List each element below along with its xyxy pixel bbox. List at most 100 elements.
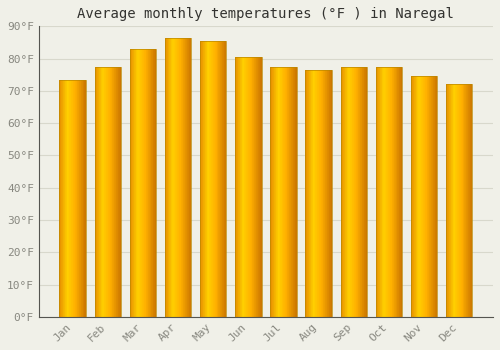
Bar: [243, 57, 244, 317]
Bar: [72, 80, 74, 317]
Bar: [254, 57, 255, 317]
Bar: [257, 57, 258, 317]
Bar: [454, 84, 456, 317]
Bar: [446, 84, 448, 317]
Bar: [276, 66, 277, 317]
Bar: [130, 49, 131, 317]
Bar: [96, 66, 97, 317]
Bar: [221, 41, 222, 317]
Bar: [143, 49, 144, 317]
Bar: [392, 66, 393, 317]
Bar: [259, 57, 260, 317]
Bar: [186, 37, 188, 317]
Bar: [210, 41, 211, 317]
Bar: [134, 49, 135, 317]
Bar: [80, 80, 81, 317]
Bar: [60, 80, 86, 317]
Bar: [108, 66, 109, 317]
Bar: [273, 66, 274, 317]
Bar: [241, 57, 242, 317]
Bar: [288, 66, 289, 317]
Bar: [248, 57, 249, 317]
Bar: [428, 76, 430, 317]
Bar: [360, 66, 361, 317]
Bar: [418, 76, 419, 317]
Bar: [284, 66, 285, 317]
Bar: [138, 49, 139, 317]
Bar: [325, 70, 326, 317]
Bar: [206, 41, 208, 317]
Bar: [466, 84, 467, 317]
Bar: [258, 57, 259, 317]
Bar: [289, 66, 290, 317]
Bar: [436, 76, 438, 317]
Bar: [388, 66, 389, 317]
Bar: [85, 80, 86, 317]
Bar: [139, 49, 140, 317]
Bar: [152, 49, 153, 317]
Bar: [357, 66, 358, 317]
Bar: [470, 84, 471, 317]
Bar: [391, 66, 392, 317]
Bar: [366, 66, 367, 317]
Bar: [151, 49, 152, 317]
Bar: [81, 80, 82, 317]
Bar: [327, 70, 328, 317]
Bar: [417, 76, 418, 317]
Bar: [381, 66, 382, 317]
Bar: [294, 66, 296, 317]
Bar: [165, 37, 166, 317]
Bar: [416, 76, 417, 317]
Bar: [344, 66, 345, 317]
Bar: [290, 66, 291, 317]
Bar: [287, 66, 288, 317]
Bar: [180, 37, 182, 317]
Bar: [149, 49, 150, 317]
Bar: [215, 41, 216, 317]
Bar: [446, 84, 472, 317]
Bar: [176, 37, 177, 317]
Bar: [174, 37, 175, 317]
Bar: [457, 84, 458, 317]
Bar: [236, 57, 237, 317]
Bar: [101, 66, 102, 317]
Bar: [316, 70, 318, 317]
Bar: [452, 84, 454, 317]
Bar: [330, 70, 331, 317]
Bar: [310, 70, 312, 317]
Bar: [64, 80, 66, 317]
Bar: [415, 76, 416, 317]
Bar: [471, 84, 472, 317]
Bar: [223, 41, 224, 317]
Bar: [119, 66, 120, 317]
Bar: [426, 76, 428, 317]
Bar: [306, 70, 332, 317]
Bar: [256, 57, 257, 317]
Bar: [469, 84, 470, 317]
Bar: [78, 80, 79, 317]
Bar: [384, 66, 385, 317]
Bar: [461, 84, 462, 317]
Bar: [382, 66, 383, 317]
Bar: [141, 49, 142, 317]
Bar: [376, 66, 402, 317]
Bar: [70, 80, 72, 317]
Bar: [394, 66, 395, 317]
Bar: [271, 66, 272, 317]
Bar: [82, 80, 83, 317]
Bar: [376, 66, 377, 317]
Bar: [397, 66, 398, 317]
Bar: [351, 66, 352, 317]
Bar: [200, 41, 226, 317]
Bar: [272, 66, 273, 317]
Bar: [306, 70, 307, 317]
Bar: [114, 66, 115, 317]
Bar: [393, 66, 394, 317]
Bar: [286, 66, 287, 317]
Bar: [97, 66, 98, 317]
Bar: [458, 84, 459, 317]
Bar: [252, 57, 253, 317]
Bar: [84, 80, 85, 317]
Bar: [345, 66, 346, 317]
Bar: [237, 57, 238, 317]
